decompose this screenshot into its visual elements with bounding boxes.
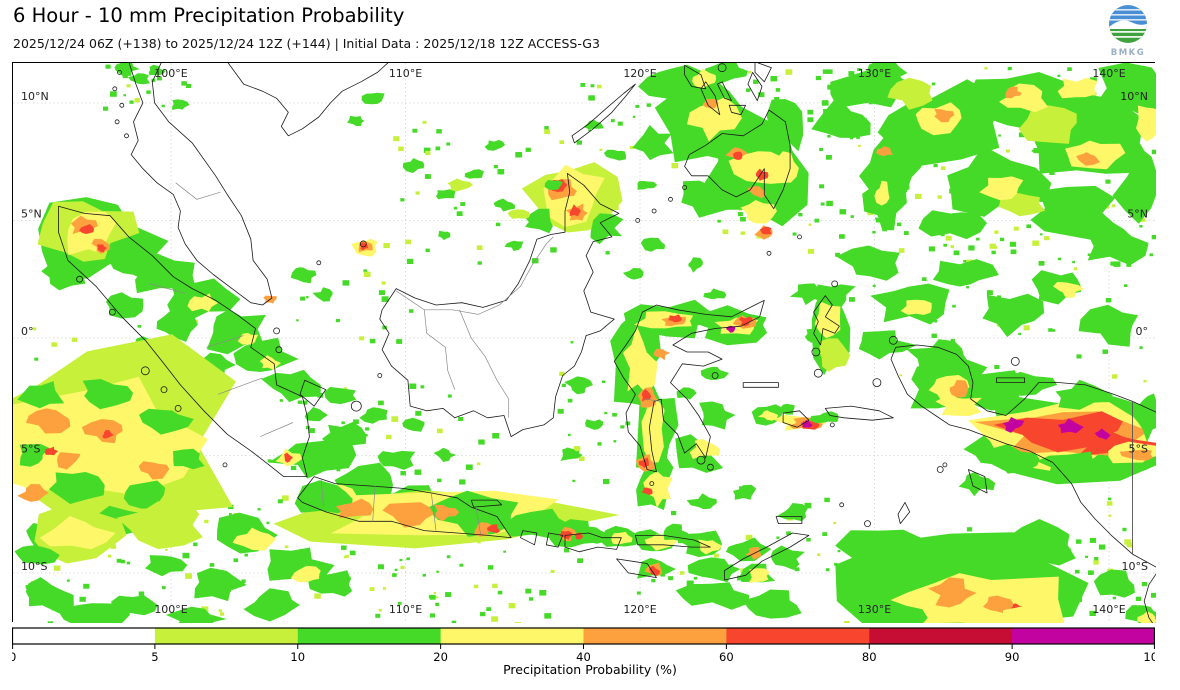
precip-blobs: [13, 63, 1156, 623]
coast-sula: [742, 382, 779, 388]
lon-label-top: 100°E: [154, 67, 187, 80]
border-kalimantan-split: [459, 309, 510, 418]
colorbar-label: Precipitation Probability (%): [503, 662, 677, 677]
coast-timor: [724, 532, 810, 581]
coast-malay-peninsula: [128, 63, 273, 306]
border-sulawesi-1: [644, 398, 662, 402]
coast-panay: [684, 64, 707, 90]
coast-sulawesi: [613, 299, 765, 473]
colorbar-tick-label: 40: [576, 650, 591, 664]
lon-label-top: 110°E: [389, 67, 422, 80]
lon-label-top: 130°E: [858, 67, 891, 80]
lon-label-bottom: 110°E: [389, 603, 422, 616]
bmkg-logo-icon: [1109, 5, 1147, 43]
colorbar-tick-label: 80: [862, 650, 877, 664]
coast-australia: [1143, 573, 1156, 623]
lon-label-bottom: 100°E: [154, 603, 187, 616]
colorbar-segment: [440, 628, 584, 644]
border-sumatra-3: [217, 377, 263, 395]
colorbar-tick-label: 90: [1005, 650, 1020, 664]
border-sumatra-1: [149, 283, 186, 294]
border-sumatra-2: [206, 335, 244, 348]
bmkg-logo-text: BMKG: [1110, 48, 1146, 58]
coast-negros: [700, 81, 721, 116]
coast-bangka: [299, 379, 327, 407]
border-sarawak-border: [396, 236, 554, 315]
coast-bali: [520, 530, 538, 546]
colorbar-segment: [583, 628, 727, 644]
coast-mindanao: [684, 109, 791, 210]
lon-label-bottom: 120°E: [623, 603, 656, 616]
lon-label-top: 120°E: [623, 67, 656, 80]
border-java-2: [372, 485, 376, 522]
colorbar-canvas: 05102040608090100: [9, 627, 1165, 664]
subtitle: 2025/12/24 06Z (+138) to 2025/12/24 12Z …: [13, 36, 600, 51]
lat-label-right: 5°N: [1127, 207, 1148, 220]
border-java-1: [320, 478, 324, 508]
coast-java: [297, 476, 512, 539]
coast-sumba: [616, 558, 657, 578]
coast-sumatra: [58, 205, 310, 477]
border-java-4: [475, 507, 481, 535]
coast-yapen: [996, 377, 1025, 383]
colorbar-tick-label: 0: [12, 650, 16, 664]
coastlines: [58, 63, 1156, 623]
border-sumatra-4: [260, 422, 294, 437]
lon-label-bottom: 130°E: [858, 603, 891, 616]
colorbar-segment: [726, 628, 870, 644]
coast-samar: [754, 63, 772, 83]
coast-sumbawa: [564, 532, 622, 553]
coast-flores: [635, 535, 711, 548]
coast-cebu: [717, 81, 732, 101]
lat-label-left: 10°S: [21, 560, 47, 573]
coast-aru: [968, 469, 988, 494]
colorbar-segment: [1012, 628, 1156, 644]
lat-label-left: 5°S: [21, 442, 40, 455]
lat-label-right: 10°N: [1120, 90, 1148, 103]
coast-lombok: [545, 532, 564, 548]
colorbar-tick-label: 5: [151, 650, 158, 664]
border-malaysia-thailand: [175, 182, 221, 200]
coast-borneo: [379, 173, 620, 437]
lon-label-top: 140°E: [1092, 67, 1125, 80]
lat-label-right: 0°: [1136, 325, 1149, 338]
coast-halmahera: [813, 295, 840, 346]
colorbar-segment: [869, 628, 1013, 644]
coast-papua: [890, 344, 1156, 568]
coast-indochina: [227, 63, 389, 137]
border-kalimantan-west: [423, 309, 456, 390]
lat-label-right: 10°S: [1122, 560, 1148, 573]
colorbar-segment: [154, 628, 299, 644]
bmkg-logo: BMKG: [1104, 3, 1152, 58]
coast-madura: [470, 499, 503, 508]
coast-wetar: [775, 516, 803, 524]
colorbar: 05102040608090100: [9, 627, 1165, 669]
coast-palawan: [571, 83, 636, 144]
admin-borders: [149, 182, 662, 535]
coast-leyte: [747, 72, 763, 101]
grid-labels: 100°E 100°E 110°E 110°E 120°E 120°E 130°E 130°E…: [21, 67, 1148, 616]
lat-label-left: 10°N: [21, 90, 49, 103]
colorbar-segment: [297, 628, 442, 644]
lat-label-left: 0°: [21, 325, 34, 338]
colorbar-segment: [12, 628, 156, 644]
coast-tanimbar: [897, 502, 911, 524]
lat-label-left: 5°N: [21, 207, 42, 220]
lat-label-right: 5°S: [1129, 442, 1148, 455]
coast-seram: [824, 405, 894, 421]
colorbar-tick-label: 10: [290, 650, 305, 664]
border-java-3: [430, 492, 437, 531]
colorbar-tick-label: 60: [719, 650, 734, 664]
coast-buru: [782, 410, 810, 428]
colorbar-tick-label: 20: [433, 650, 448, 664]
lon-label-bottom: 140°E: [1092, 603, 1125, 616]
precip-map: 100°E 100°E 110°E 110°E 120°E 120°E 130°E 130°E…: [12, 62, 1156, 623]
page-title: 6 Hour - 10 mm Precipitation Probability: [13, 4, 405, 27]
map-canvas: 100°E 100°E 110°E 110°E 120°E 120°E 130°E 130°E…: [13, 63, 1156, 623]
coast-bohol: [728, 104, 746, 116]
